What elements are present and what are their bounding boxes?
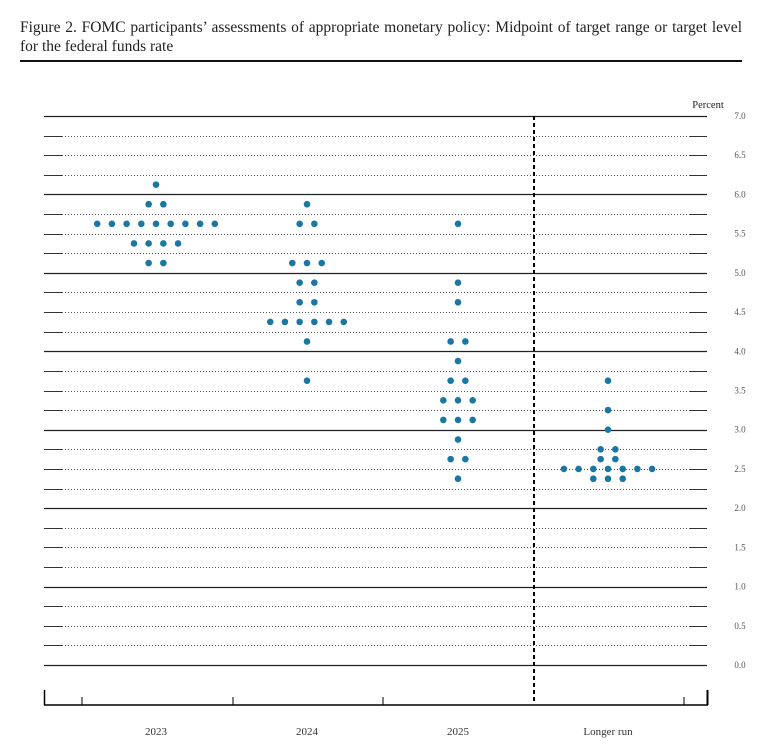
participant-dot bbox=[462, 377, 469, 384]
participant-dot bbox=[160, 200, 167, 208]
participant-dot bbox=[560, 465, 568, 473]
y-tick-label: 6.0 bbox=[734, 189, 746, 199]
participant-dot bbox=[289, 259, 296, 267]
participant-dot bbox=[619, 465, 626, 473]
participant-dot bbox=[296, 298, 303, 306]
participant-dots bbox=[93, 181, 656, 483]
participant-dot bbox=[138, 220, 145, 228]
participant-dot bbox=[211, 220, 219, 228]
participant-dot bbox=[303, 377, 311, 384]
participant-dot bbox=[619, 475, 626, 483]
y-tick-label: 4.5 bbox=[734, 307, 746, 317]
x-category-label: 2024 bbox=[296, 726, 319, 738]
participant-dot bbox=[167, 220, 174, 228]
participant-dot bbox=[266, 318, 274, 326]
participant-dot bbox=[469, 397, 477, 404]
participant-dot bbox=[454, 397, 462, 404]
participant-dot bbox=[145, 240, 152, 247]
participant-dot bbox=[318, 259, 326, 267]
participant-dot bbox=[590, 465, 597, 473]
participant-dot bbox=[160, 240, 167, 247]
participant-dot bbox=[174, 240, 182, 247]
participant-dot bbox=[597, 446, 604, 453]
participant-dot bbox=[604, 406, 612, 414]
y-tick-label: 1.0 bbox=[734, 582, 746, 592]
participant-dot bbox=[160, 259, 167, 267]
y-tick-label: 4.0 bbox=[734, 346, 746, 356]
participant-dot bbox=[145, 259, 152, 267]
participant-dot bbox=[440, 416, 447, 424]
participant-dot bbox=[454, 475, 462, 483]
participant-dot bbox=[597, 455, 604, 463]
participant-dot bbox=[612, 455, 619, 463]
participant-dot bbox=[296, 318, 303, 326]
participant-dot bbox=[303, 200, 311, 208]
participant-dot bbox=[281, 318, 289, 326]
participant-dot bbox=[634, 465, 641, 473]
participant-dot bbox=[648, 465, 656, 473]
participant-dot bbox=[130, 240, 138, 247]
y-tick-label: 7.0 bbox=[734, 111, 746, 121]
x-category-label: 2025 bbox=[447, 726, 470, 738]
participant-dot bbox=[469, 416, 477, 424]
participant-dot bbox=[462, 338, 469, 345]
participant-dot bbox=[182, 220, 189, 228]
y-tick-label: 5.5 bbox=[734, 229, 746, 239]
participant-dot bbox=[440, 397, 447, 404]
y-axis-unit-label: Percent bbox=[692, 100, 724, 111]
participant-dot bbox=[454, 220, 462, 228]
participant-dot bbox=[152, 220, 160, 228]
participant-dot bbox=[604, 426, 612, 434]
participant-dot bbox=[311, 298, 318, 306]
participant-dot bbox=[447, 338, 454, 345]
participant-dot bbox=[454, 279, 462, 286]
y-tick-label: 2.5 bbox=[734, 464, 746, 474]
participant-dot bbox=[145, 200, 152, 208]
participant-dot bbox=[196, 220, 204, 228]
y-tick-label: 0.5 bbox=[734, 621, 746, 631]
participant-dot bbox=[296, 279, 303, 286]
participant-dot bbox=[108, 220, 116, 228]
participant-dot bbox=[340, 318, 348, 326]
y-tick-label: 3.5 bbox=[734, 386, 746, 396]
participant-dot bbox=[604, 465, 612, 473]
participant-dot bbox=[447, 377, 454, 384]
participant-dot bbox=[303, 259, 311, 267]
x-axis-category-labels: 2023 2024 2025 Longer run bbox=[145, 726, 633, 738]
participant-dot bbox=[604, 475, 612, 483]
participant-dot bbox=[454, 357, 462, 365]
participant-dot bbox=[311, 318, 318, 326]
participant-dot bbox=[604, 377, 612, 384]
participant-dot bbox=[612, 446, 619, 453]
participant-dot bbox=[303, 338, 311, 345]
participant-dot bbox=[311, 279, 318, 286]
participant-dot bbox=[152, 181, 160, 188]
y-tick-label: 0.0 bbox=[734, 660, 746, 670]
participant-dot bbox=[454, 436, 462, 443]
participant-dot bbox=[462, 455, 469, 463]
participant-dot bbox=[575, 465, 582, 473]
title-divider bbox=[20, 60, 742, 62]
participant-dot bbox=[590, 475, 597, 483]
y-tick-label: 6.5 bbox=[734, 150, 746, 160]
y-tick-label: 2.0 bbox=[734, 503, 746, 513]
participant-dot bbox=[311, 220, 318, 228]
x-axis bbox=[43, 690, 709, 706]
participant-dot bbox=[123, 220, 130, 228]
gridlines bbox=[44, 115, 707, 667]
participant-dot bbox=[325, 318, 333, 326]
y-tick-label: 5.0 bbox=[734, 268, 746, 278]
participant-dot bbox=[447, 455, 454, 463]
y-axis-tick-labels: 0.0 0.5 1.0 1.5 2.0 2.5 3.0 3.5 4.0 4.5 5.0 5.5 6.0 6… bbox=[734, 111, 746, 670]
participant-dot bbox=[454, 298, 462, 306]
participant-dot bbox=[93, 220, 101, 228]
y-tick-label: 1.5 bbox=[734, 542, 746, 552]
figure-title: Figure 2. FOMC participants’ assessments… bbox=[20, 19, 742, 55]
participant-dot bbox=[454, 416, 462, 424]
x-category-label: Longer run bbox=[583, 726, 633, 738]
x-category-label: 2023 bbox=[145, 726, 168, 738]
y-tick-label: 3.0 bbox=[734, 425, 746, 435]
participant-dot bbox=[296, 220, 303, 228]
